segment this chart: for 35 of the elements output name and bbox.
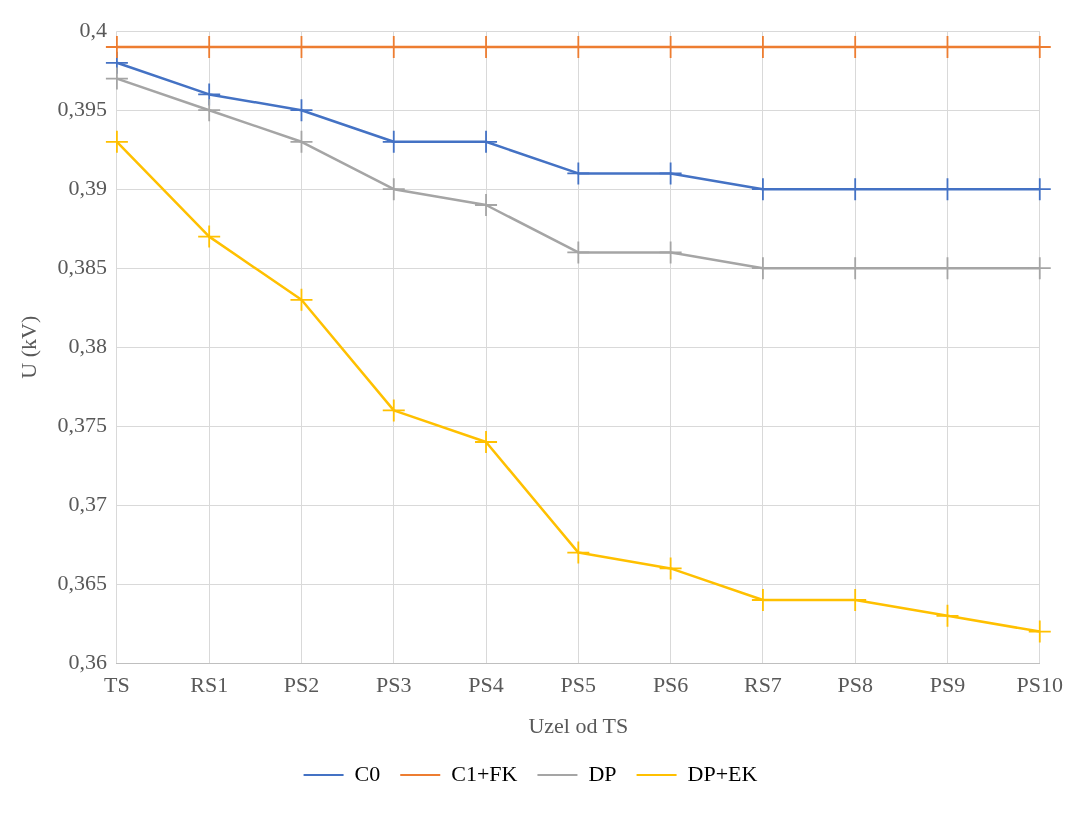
point [198, 225, 221, 248]
y-tick-label: 0,37 [68, 490, 107, 516]
y-tick-label: 0,385 [57, 253, 107, 279]
x-tick-label: TS [104, 672, 130, 698]
y-tick-label: 0,375 [57, 411, 107, 437]
legend-label: C0 [354, 760, 381, 786]
y-tick-label: 0,395 [57, 95, 107, 121]
point [382, 178, 405, 201]
x-axis-title: Uzel od TS [528, 712, 629, 738]
point [475, 431, 498, 453]
x-tick-label: PS8 [837, 672, 873, 698]
x-tick-label: RS7 [743, 672, 782, 698]
x-tick-label: PS9 [929, 672, 966, 698]
x-tick-label: PS6 [652, 672, 689, 698]
point [1028, 620, 1051, 643]
x-tick-label: PS2 [283, 672, 320, 698]
x-tick-label: PS10 [1016, 672, 1064, 698]
legend-label: DP [588, 760, 617, 786]
y-tick-label: 0,38 [68, 332, 107, 358]
x-tick-label: RS1 [190, 672, 229, 698]
point [567, 541, 590, 564]
y-tick-label: 0,39 [68, 174, 107, 200]
legend-label: C1+FK [451, 760, 518, 786]
point [105, 67, 128, 90]
y-tick-label: 0,36 [68, 648, 107, 674]
point [105, 130, 128, 153]
y-tick-label: 0,4 [79, 16, 107, 42]
y-axis-title: U (kV) [15, 315, 41, 379]
x-tick-label: PS4 [468, 672, 504, 698]
x-tick-label: PS3 [376, 672, 412, 698]
legend-label: DP+EK [687, 760, 758, 786]
point [475, 194, 498, 216]
y-tick-label: 0,365 [57, 569, 107, 595]
x-tick-label: PS5 [560, 672, 597, 698]
point [198, 99, 221, 122]
